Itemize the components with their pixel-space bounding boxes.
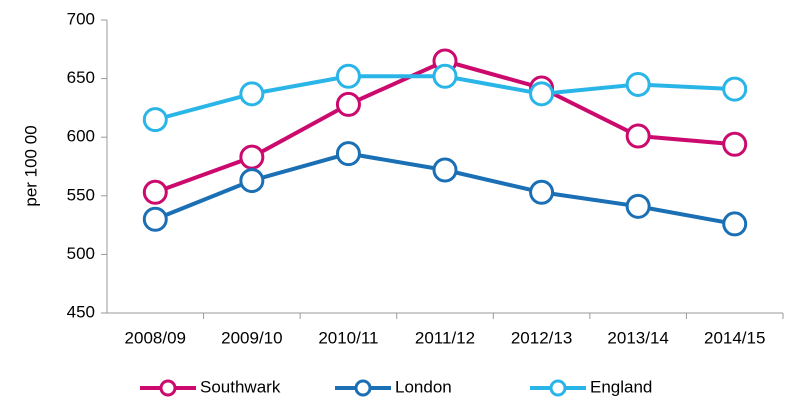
y-tick-label: 700: [67, 9, 95, 28]
legend-marker: [159, 379, 177, 397]
y-tick-label: 550: [67, 185, 95, 204]
marker: [335, 91, 361, 117]
marker: [142, 107, 168, 133]
marker: [722, 76, 748, 102]
marker: [142, 179, 168, 205]
y-tick-label: 600: [67, 127, 95, 146]
marker: [239, 144, 265, 170]
x-tick-label: 2012/13: [511, 328, 572, 347]
legend-label: London: [395, 377, 452, 396]
y-tick-label: 500: [67, 244, 95, 263]
y-axis-label: per 100 00: [21, 125, 40, 206]
legend-marker: [354, 379, 372, 397]
legend-marker: [549, 379, 567, 397]
marker: [625, 193, 651, 219]
marker: [239, 81, 265, 107]
y-tick-label: 650: [67, 68, 95, 87]
x-tick-label: 2011/12: [415, 328, 475, 347]
marker: [142, 206, 168, 232]
y-tick-label: 450: [67, 302, 95, 321]
marker: [239, 168, 265, 194]
x-tick-label: 2010/11: [318, 328, 378, 347]
marker: [432, 157, 458, 183]
x-tick-label: 2009/10: [221, 328, 282, 347]
x-tick-label: 2008/09: [125, 328, 186, 347]
legend-label: England: [590, 377, 652, 396]
marker: [722, 211, 748, 237]
x-tick-label: 2013/14: [607, 328, 668, 347]
marker: [529, 179, 555, 205]
marker: [625, 123, 651, 149]
marker: [625, 71, 651, 97]
legend-label: Southwark: [200, 377, 281, 396]
marker: [335, 141, 361, 167]
marker: [529, 81, 555, 107]
x-tick-label: 2014/15: [704, 328, 765, 347]
marker: [432, 63, 458, 89]
marker: [335, 63, 361, 89]
marker: [722, 131, 748, 157]
